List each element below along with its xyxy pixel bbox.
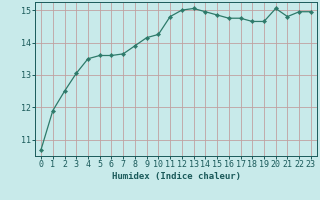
X-axis label: Humidex (Indice chaleur): Humidex (Indice chaleur)	[111, 172, 241, 181]
